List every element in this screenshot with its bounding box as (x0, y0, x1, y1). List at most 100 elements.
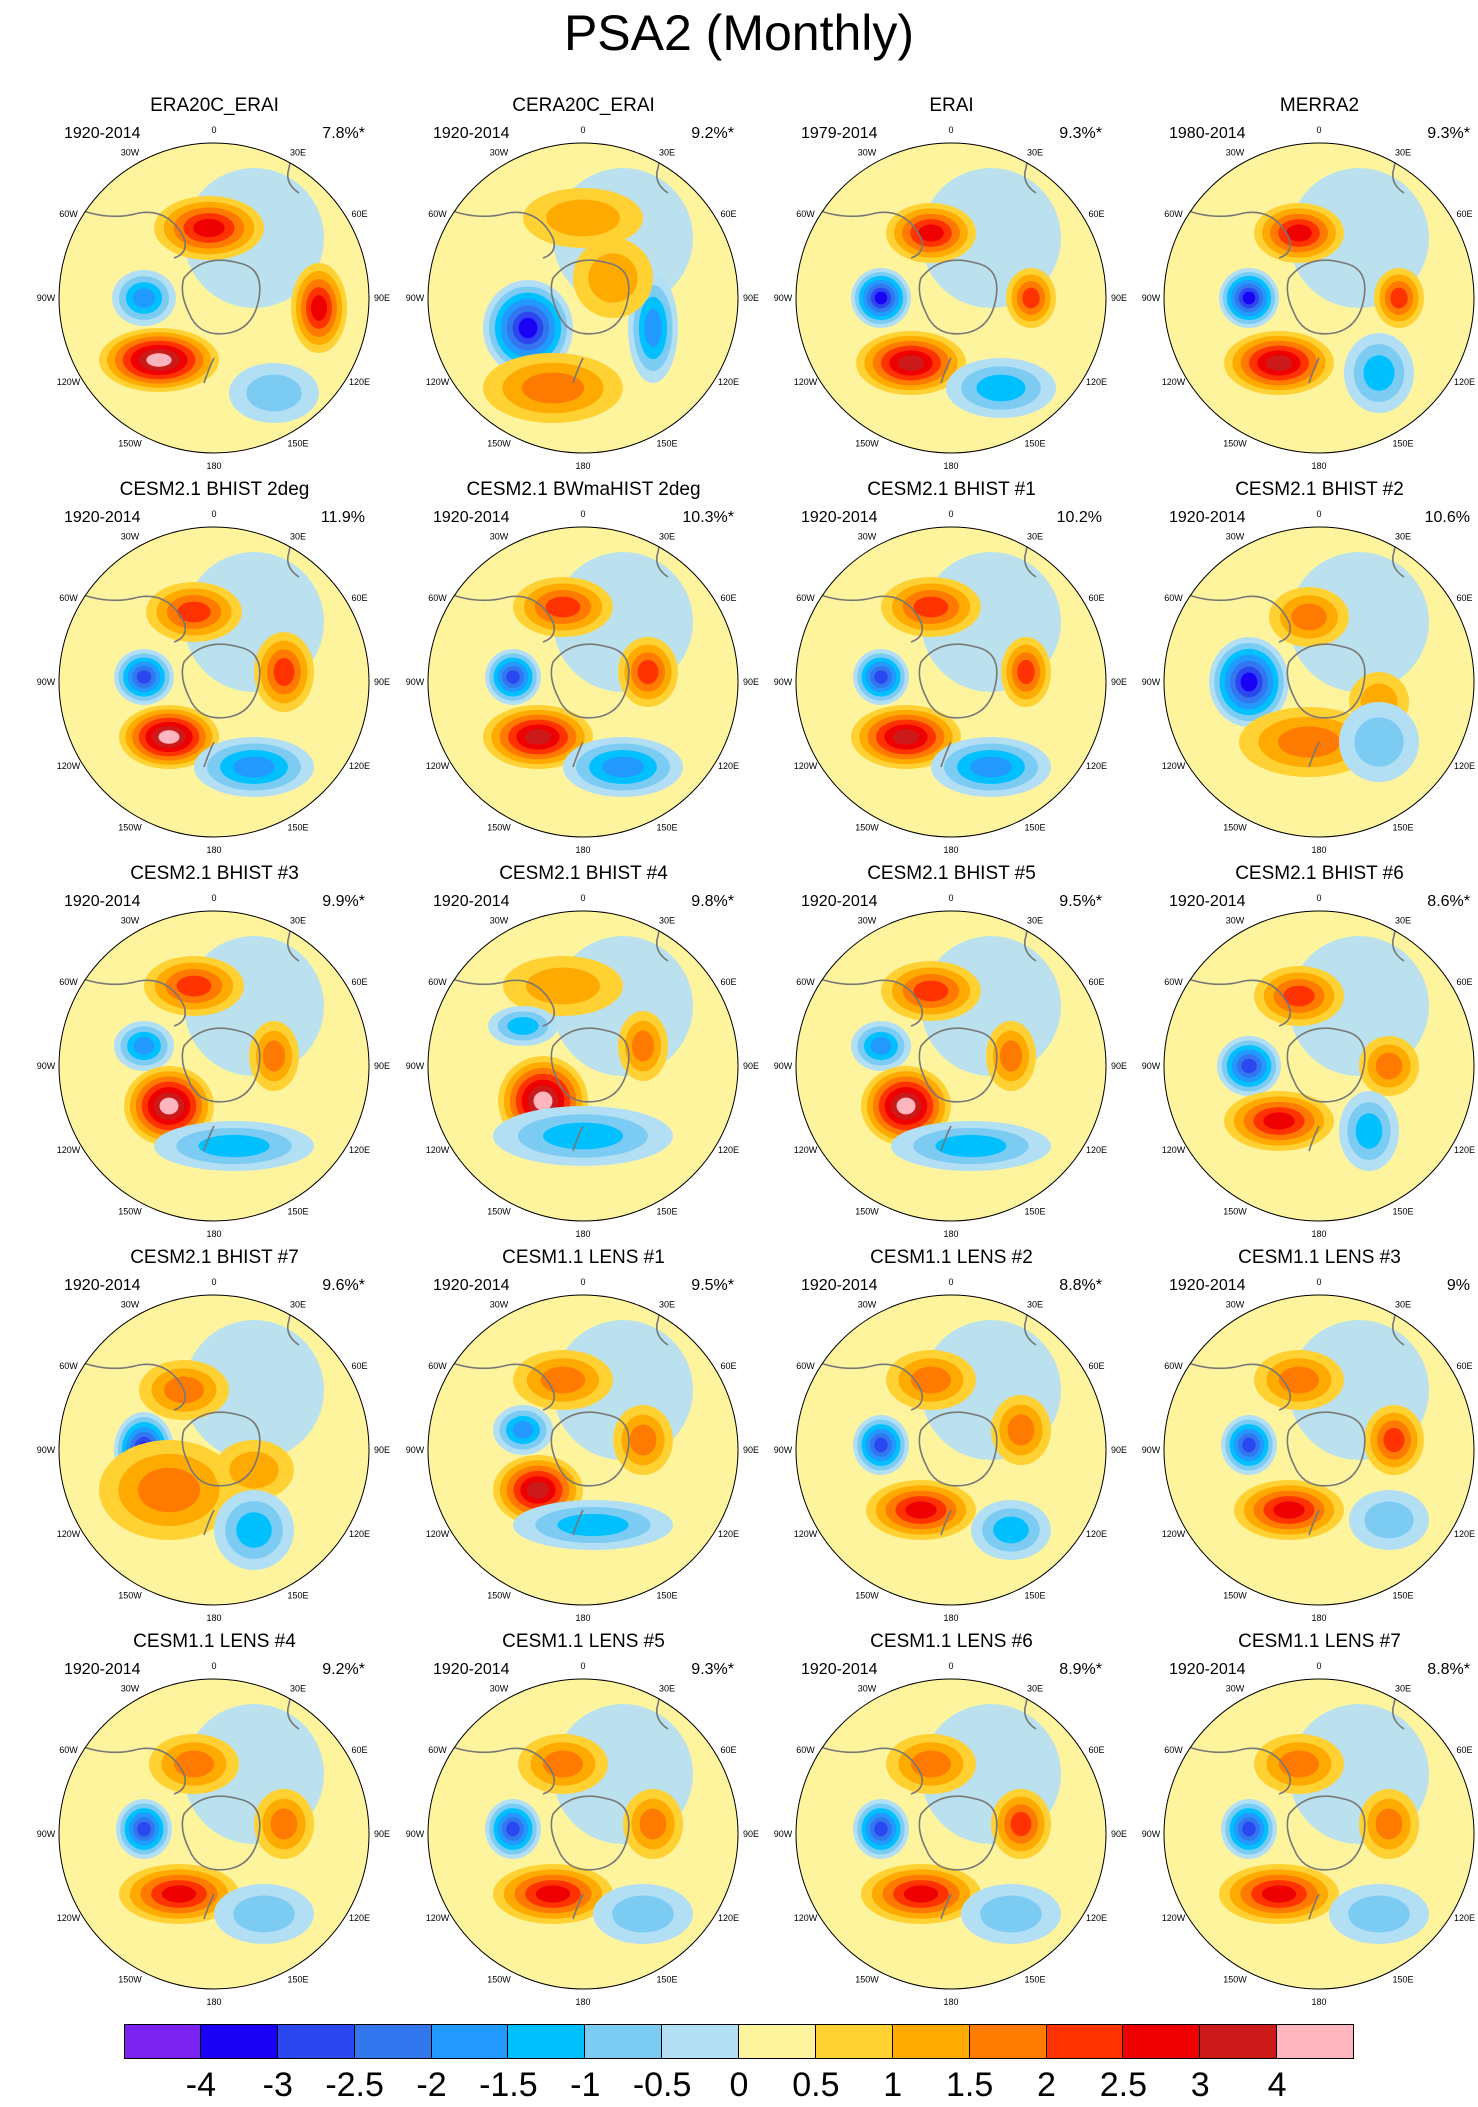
longitude-label: 60W (796, 1745, 815, 1755)
longitude-label: 90W (406, 1829, 425, 1839)
negative-anomaly-contour (935, 1134, 1007, 1158)
positive-anomaly-contour (1273, 1501, 1305, 1519)
longitude-label: 0 (580, 893, 585, 903)
positive-anomaly-contour (897, 355, 925, 371)
longitude-label: 150W (1223, 1974, 1247, 1984)
longitude-label: 0 (1316, 1661, 1321, 1671)
map-border (795, 526, 1107, 838)
panel-title: CESM2.1 BHIST #2 (1235, 479, 1404, 500)
positive-anomaly-contour (527, 1481, 549, 1499)
panel-title: CESM1.1 LENS #7 (1238, 1631, 1401, 1652)
panel-years: 1980-2014 (1169, 125, 1246, 142)
longitude-label: 120E (718, 1529, 739, 1539)
longitude-label: 150W (487, 1974, 511, 1984)
positive-anomaly-contour (1390, 287, 1408, 309)
negative-anomaly-contour (1348, 1895, 1410, 1933)
south-america-coastline (63, 586, 187, 643)
panel-years: 1920-2014 (1169, 1277, 1246, 1294)
panel-title: ERAI (929, 95, 974, 116)
positive-anomaly-contour (545, 596, 581, 618)
positive-anomaly-contour (270, 1808, 298, 1840)
longitude-label: 90W (37, 1445, 56, 1455)
colorbar-label: 2 (1037, 2066, 1056, 2104)
longitude-label: 30E (1395, 916, 1411, 926)
longitude-label: 60W (428, 977, 447, 987)
longitude-label: 60W (1164, 593, 1183, 603)
positive-anomaly-contour (911, 1750, 951, 1778)
longitude-label: 120E (1086, 1145, 1107, 1155)
longitude-label: 60W (796, 977, 815, 987)
longitude-label: 60W (428, 1745, 447, 1755)
longitude-label: 30E (1395, 1684, 1411, 1694)
negative-anomaly-contour (1242, 291, 1256, 305)
longitude-label: 60E (720, 1745, 736, 1755)
longitude-label: 90W (774, 677, 793, 687)
map-panel: CESM1.1 LENS #31920-20149%030E60E90E120E… (1135, 1247, 1478, 1631)
colorbar-box (508, 2024, 586, 2059)
map-panel: MERRA21980-20149.3%*030E60E90E120E150E18… (1135, 95, 1478, 479)
positive-anomaly-contour (903, 1885, 939, 1903)
longitude-label: 150E (287, 822, 308, 832)
map-border (427, 910, 739, 1222)
panel-years: 1920-2014 (1169, 509, 1246, 526)
longitude-label: 0 (211, 509, 216, 519)
antarctica-coastline (1286, 1795, 1366, 1871)
longitude-label: 30E (659, 148, 675, 158)
positive-anomaly-contour (637, 659, 659, 685)
longitude-label: 60E (351, 977, 367, 987)
colorbar-label: 2.5 (1099, 2066, 1148, 2104)
longitude-label: 30W (121, 1300, 140, 1310)
south-america-coastline (1168, 202, 1292, 259)
positive-anomaly-contour (1279, 1750, 1319, 1778)
longitude-label: 60W (796, 1361, 815, 1371)
longitude-label: 30E (1395, 532, 1411, 542)
south-america-coastline (432, 586, 556, 643)
longitude-label: 60E (720, 977, 736, 987)
panel-variance-percent: 9.2%* (691, 125, 734, 142)
longitude-label: 60E (720, 209, 736, 219)
longitude-label: 30E (1027, 916, 1043, 926)
south-america-coastline (432, 202, 556, 259)
longitude-label: 150E (1392, 438, 1413, 448)
negative-anomaly-contour (1363, 355, 1395, 391)
longitude-label: 150W (118, 1590, 142, 1600)
negative-anomaly-contour (507, 1017, 539, 1035)
colorbar-label: -0.5 (632, 2066, 692, 2104)
longitude-label: 120E (718, 761, 739, 771)
positive-anomaly-contour (524, 729, 552, 745)
panel-years: 1920-2014 (433, 509, 510, 526)
longitude-label: 120E (1086, 1913, 1107, 1923)
longitude-label: 120W (1162, 1913, 1186, 1923)
map-panel: CESM1.1 LENS #4 1920-2014 9.2%* 0 30E 60E 90E 1… (30, 1631, 399, 2015)
longitude-label: 60E (1088, 977, 1104, 987)
map-panel: CESM2.1 BHIST #3 1920-2014 9.9%* 0 30E 60E 90E… (30, 863, 399, 1247)
south-america-coastline (63, 970, 187, 1027)
longitude-label: 150E (1024, 1974, 1045, 1984)
longitude-label: 150E (656, 1590, 677, 1600)
panel-title: CESM2.1 BHIST #5 (867, 863, 1036, 884)
colorbar-label: -4 (185, 2066, 216, 2104)
longitude-label: 120W (57, 377, 81, 387)
negative-anomaly-contour (136, 670, 152, 684)
negative-anomaly-contour (233, 756, 275, 778)
longitude-label: 150W (1223, 1206, 1247, 1216)
negative-anomaly-contour (874, 291, 888, 305)
figure-title: PSA2 (Monthly) (563, 5, 915, 61)
positive-anomaly-contour (896, 1097, 916, 1115)
longitude-label: 0 (580, 509, 585, 519)
map-panel: CESM2.1 BHIST 2deg 1920-2014 11.9% 0 30E 60E 9… (30, 479, 399, 863)
positive-anomaly-contour (1279, 1366, 1319, 1394)
map-border (1163, 142, 1475, 454)
longitude-label: 60W (428, 593, 447, 603)
positive-anomaly-contour (913, 980, 949, 1002)
positive-anomaly-contour (161, 1885, 197, 1903)
panel-title: CESM1.1 LENS #6 (870, 1631, 1033, 1652)
panel-years: 1920-2014 (801, 1661, 878, 1678)
